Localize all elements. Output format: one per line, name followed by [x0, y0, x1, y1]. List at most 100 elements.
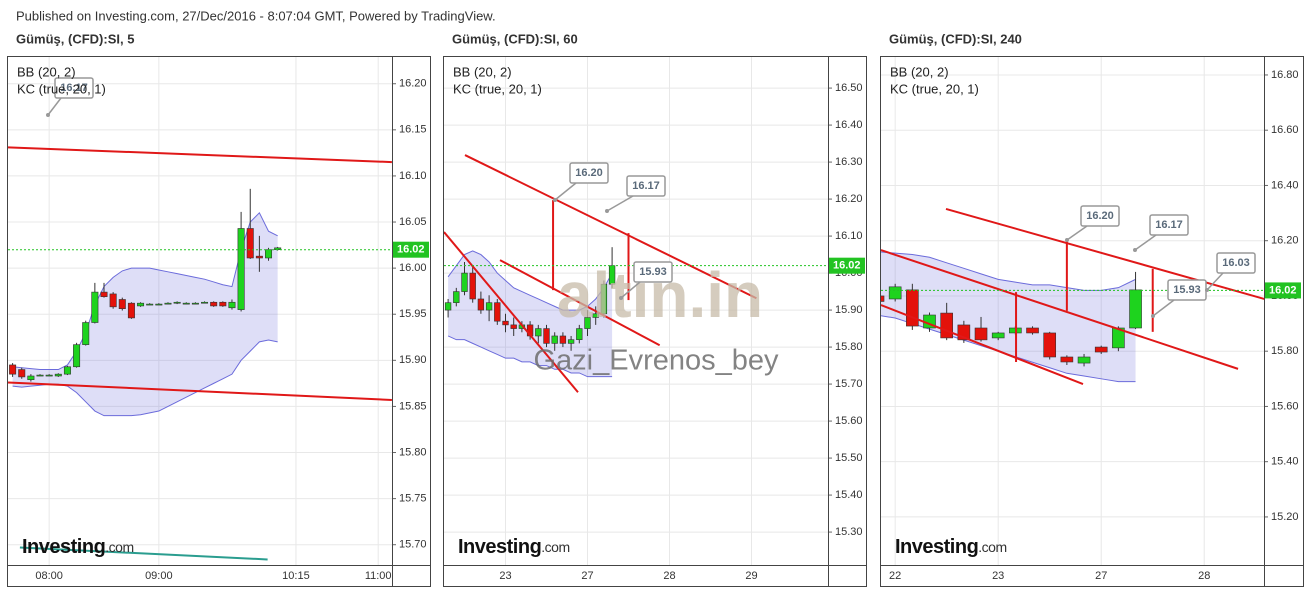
band-upper [447, 250, 613, 311]
chart-panel: Gümüş, (CFD):SI, 60 16.50 16.40 16.30 16.20 1… [443, 31, 867, 587]
candle-body [137, 302, 145, 307]
indicator-label: KC (true, 20, 1) [453, 81, 542, 96]
y-tick-label: 16.30 [835, 156, 863, 168]
candle-body [1060, 356, 1074, 363]
logo-name: Investing [458, 536, 541, 558]
last-price-tag [1265, 282, 1301, 299]
candle-body [991, 332, 1005, 339]
candle-body [1129, 289, 1142, 329]
chart-panel: Gümüş, (CFD):SI, 240 16.80 16.60 16.40 16.20… [880, 31, 1304, 587]
trendline [8, 381, 392, 401]
indicator-label: BB (20, 2) [17, 64, 76, 79]
y-tick-label: 16.20 [1271, 235, 1299, 247]
callout-label: 15.93 [1173, 284, 1201, 296]
chart-title: Gümüş, (CFD):SI, 60 [452, 31, 578, 46]
y-tick-label: 16.00 [399, 262, 427, 274]
y-tick-label: 15.60 [835, 415, 863, 427]
candle-body [881, 295, 885, 302]
trendline [945, 207, 1264, 300]
candle-body [543, 328, 550, 344]
y-tick-label: 15.85 [399, 400, 427, 412]
callout-label: 16.17 [60, 82, 88, 94]
chart-panel: Gümüş, (CFD):SI, 5 16.20 16.15 16.10 16.05 16… [7, 31, 431, 587]
candle-body [63, 366, 71, 375]
y-tick-label: 15.20 [1271, 511, 1299, 523]
candle-body [265, 249, 273, 259]
candle-body [9, 364, 17, 375]
trendline [881, 249, 1239, 370]
callout-label: 16.03 [1222, 257, 1250, 269]
x-tick-label: 10:15 [282, 570, 310, 582]
x-tick-label: 29 [745, 570, 757, 582]
y-tick-label: 16.10 [835, 230, 863, 242]
y-tick-label: 15.70 [835, 378, 863, 390]
callout-pointer [1134, 234, 1157, 251]
watermark: Gazi_Evrenos_bey [533, 345, 779, 377]
candle-body [1112, 327, 1125, 349]
candle-body [109, 293, 117, 308]
y-tick-label: 16.15 [399, 124, 427, 136]
trendline [464, 154, 757, 300]
candle-body [45, 374, 53, 377]
band-upper [881, 251, 1136, 291]
x-tick-label: 28 [1198, 570, 1210, 582]
logo-suffix: .com [105, 539, 133, 555]
candle-body [219, 301, 227, 307]
callout-label: 15.93 [639, 266, 667, 278]
candle-body [1026, 327, 1039, 334]
candle-body [974, 327, 988, 341]
x-tick-label: 22 [889, 570, 901, 582]
band-lower [447, 335, 613, 378]
band-fill [881, 251, 1136, 382]
callout-dot [1133, 248, 1137, 252]
plot-area [444, 57, 828, 565]
x-tick-label: 23 [499, 570, 511, 582]
candle-body [255, 255, 263, 259]
candle-body [1077, 356, 1091, 364]
callout-pointer [47, 97, 62, 116]
x-tick-label: 08:00 [35, 570, 63, 582]
y-tick-label: 16.50 [835, 82, 863, 94]
candle-body [73, 344, 81, 368]
candle-body [584, 317, 591, 329]
logo-suffix: .com [541, 539, 569, 555]
y-tick-label: 15.50 [835, 452, 863, 464]
callout-pointer [1152, 299, 1175, 317]
candle-body [182, 302, 190, 305]
candle-body [444, 302, 452, 311]
callout-label: 16.17 [1155, 219, 1183, 231]
chart-title: Gümüş, (CFD):SI, 5 [16, 31, 134, 46]
candle-body [559, 335, 567, 344]
callout-label: 16.17 [632, 180, 660, 192]
callout-dot [1065, 238, 1069, 242]
callout-box [54, 77, 94, 99]
logo-name: Investing [895, 536, 978, 558]
y-tick-label: 15.30 [835, 526, 863, 538]
indicator-label: KC (true, 20, 1) [17, 81, 106, 96]
y-tick-label: 15.90 [835, 304, 863, 316]
candle-body [592, 313, 599, 318]
callout-box [569, 162, 609, 184]
last-price-label: 16.02 [1269, 284, 1297, 296]
candle-body [940, 312, 953, 339]
callout-box [1149, 214, 1189, 236]
indicator-label: BB (20, 2) [453, 64, 512, 79]
y-tick-label: 15.80 [399, 446, 427, 458]
y-tick-label: 16.20 [835, 193, 863, 205]
candle-body [82, 322, 90, 345]
candle-body [36, 374, 44, 377]
y-tick-label: 16.40 [835, 119, 863, 131]
candle-body [18, 369, 26, 378]
candle-body [146, 303, 154, 306]
callout-box [633, 261, 673, 283]
y-tick-label: 16.20 [399, 78, 427, 90]
candle-body [535, 328, 542, 337]
y-tick-label: 16.60 [1271, 124, 1299, 136]
candle-body [477, 298, 485, 311]
logo: Investing.com [895, 536, 1007, 558]
indicator-label: KC (true, 20, 1) [890, 81, 979, 96]
callout-pointer [554, 182, 577, 201]
y-tick-label: 15.40 [835, 489, 863, 501]
candle-body [27, 375, 35, 380]
